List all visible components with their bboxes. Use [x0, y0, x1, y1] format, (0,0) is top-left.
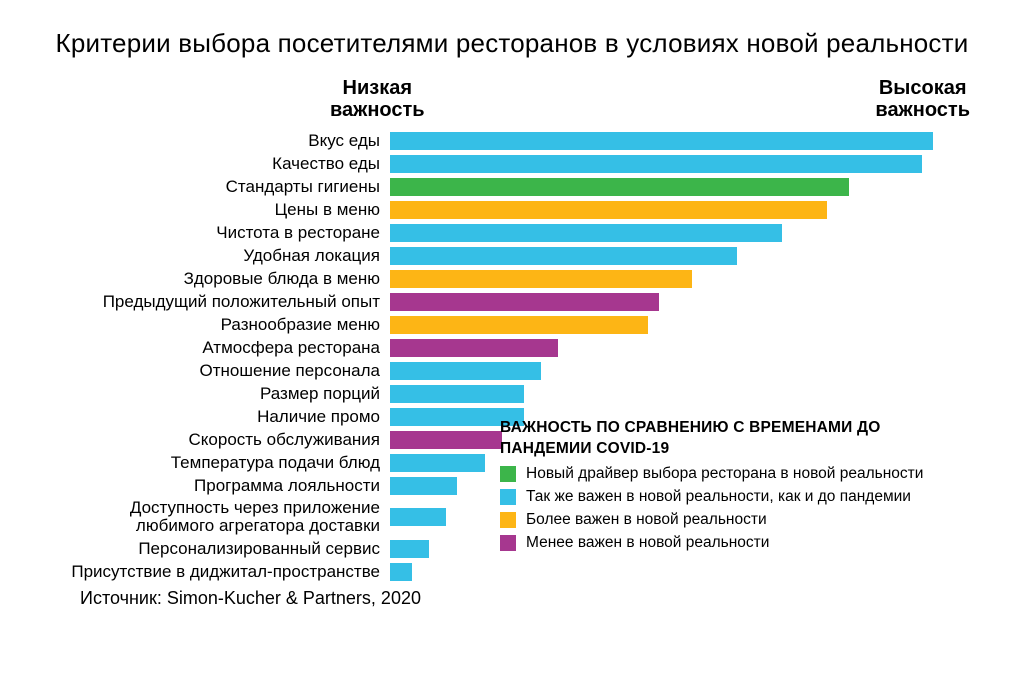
bar-row: Стандарты гигиены: [50, 175, 974, 198]
chart-title: Критерии выбора посетителями ресторанов …: [50, 28, 974, 59]
bar: [390, 385, 524, 403]
bar-label: Качество еды: [50, 155, 390, 173]
bar: [390, 508, 446, 526]
bar: [390, 477, 457, 495]
bar-label: Программа лояльности: [50, 477, 390, 495]
bar-label: Персонализированный сервис: [50, 540, 390, 558]
bar-track: [390, 316, 950, 334]
bar-label: Размер порций: [50, 385, 390, 403]
legend-swatch: [500, 489, 516, 505]
bar-label: Предыдущий положительный опыт: [50, 293, 390, 311]
bar-label: Здоровые блюда в меню: [50, 270, 390, 288]
bar: [390, 201, 827, 219]
legend-text: Так же важен в новой реальности, как и д…: [526, 487, 970, 508]
bar-label: Температура подачи блюд: [50, 454, 390, 472]
bar-label: Цены в меню: [50, 201, 390, 219]
bar-row: Присутствие в диджитал-пространстве: [50, 560, 974, 583]
bar: [390, 454, 485, 472]
bar-track: [390, 178, 950, 196]
bar: [390, 293, 659, 311]
bar-label: Вкус еды: [50, 132, 390, 150]
bar-track: [390, 247, 950, 265]
bar-track: [390, 155, 950, 173]
bar-row: Отношение персонала: [50, 359, 974, 382]
bar-track: [390, 201, 950, 219]
bar: [390, 247, 737, 265]
bar-row: Здоровые блюда в меню: [50, 267, 974, 290]
axis-labels: Низкая важность Высокая важность: [390, 77, 950, 121]
bar-track: [390, 339, 950, 357]
source-text: Источник: Simon-Kucher & Partners, 2020: [80, 588, 421, 609]
bar: [390, 339, 558, 357]
bar-label: Доступность через приложение любимого аг…: [50, 499, 390, 535]
bar-track: [390, 385, 950, 403]
bar: [390, 362, 541, 380]
bar-track: [390, 293, 950, 311]
legend-title: ВАЖНОСТЬ ПО СРАВНЕНИЮ С ВРЕМЕНАМИ ДО ПАН…: [500, 418, 970, 460]
bar: [390, 178, 849, 196]
legend-swatch: [500, 466, 516, 482]
bar-track: [390, 224, 950, 242]
bar-row: Атмосфера ресторана: [50, 336, 974, 359]
bar: [390, 431, 502, 449]
bar: [390, 270, 692, 288]
legend-item: Так же важен в новой реальности, как и д…: [500, 487, 970, 508]
bar-label: Стандарты гигиены: [50, 178, 390, 196]
bar-track: [390, 362, 950, 380]
bar: [390, 132, 933, 150]
bar-row: Размер порций: [50, 382, 974, 405]
bar-row: Вкус еды: [50, 129, 974, 152]
bar-track: [390, 563, 950, 581]
legend-swatch: [500, 535, 516, 551]
bar: [390, 224, 782, 242]
legend-item: Более важен в новой реальности: [500, 510, 970, 531]
bar-row: Качество еды: [50, 152, 974, 175]
bar: [390, 316, 648, 334]
bar-row: Удобная локация: [50, 244, 974, 267]
bar-track: [390, 270, 950, 288]
axis-label-low: Низкая важность: [330, 77, 425, 121]
bar-row: Чистота в ресторане: [50, 221, 974, 244]
bar-row: Цены в меню: [50, 198, 974, 221]
bar: [390, 563, 412, 581]
bar-track: [390, 132, 950, 150]
legend: ВАЖНОСТЬ ПО СРАВНЕНИЮ С ВРЕМЕНАМИ ДО ПАН…: [500, 418, 970, 556]
bar-row: Разнообразие меню: [50, 313, 974, 336]
legend-item: Менее важен в новой реальности: [500, 533, 970, 554]
bar-label: Присутствие в диджитал-пространстве: [50, 563, 390, 581]
bar-label: Чистота в ресторане: [50, 224, 390, 242]
legend-swatch: [500, 512, 516, 528]
axis-label-high: Высокая важность: [875, 77, 970, 121]
legend-text: Новый драйвер выбора ресторана в новой р…: [526, 464, 970, 485]
bar-label: Отношение персонала: [50, 362, 390, 380]
bar-label: Атмосфера ресторана: [50, 339, 390, 357]
legend-text: Менее важен в новой реальности: [526, 533, 970, 554]
chart-page: Критерии выбора посетителями ресторанов …: [0, 0, 1024, 678]
bar-label: Удобная локация: [50, 247, 390, 265]
bar: [390, 540, 429, 558]
bar-row: Предыдущий положительный опыт: [50, 290, 974, 313]
legend-text: Более важен в новой реальности: [526, 510, 970, 531]
bar-label: Наличие промо: [50, 408, 390, 426]
bar-label: Скорость обслуживания: [50, 431, 390, 449]
bar-label: Разнообразие меню: [50, 316, 390, 334]
bar: [390, 155, 922, 173]
legend-item: Новый драйвер выбора ресторана в новой р…: [500, 464, 970, 485]
